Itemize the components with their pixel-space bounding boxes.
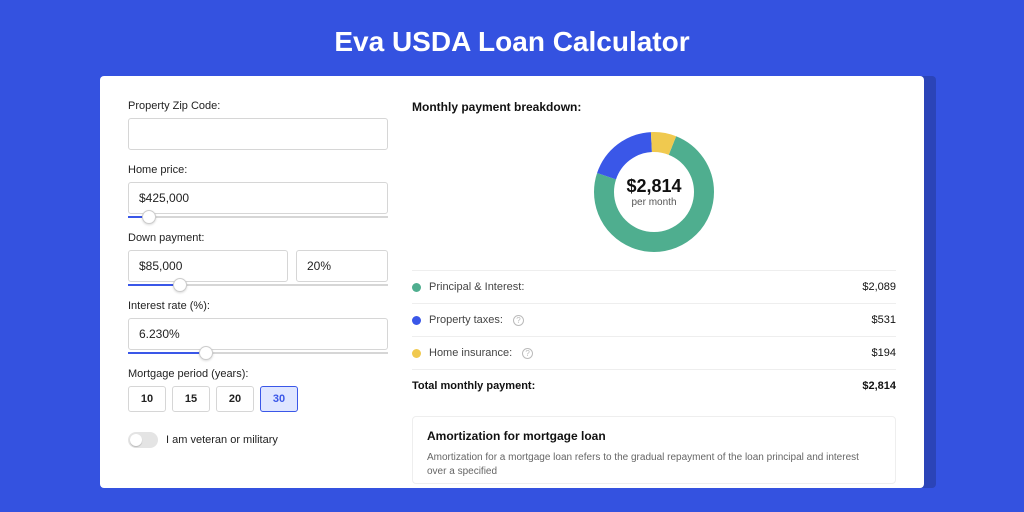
breakdown-item-label: Home insurance: bbox=[429, 347, 512, 359]
zip-label: Property Zip Code: bbox=[128, 100, 388, 112]
down-payment-field-group: Down payment: bbox=[128, 232, 388, 286]
down-payment-amount-input[interactable] bbox=[128, 250, 288, 282]
total-label: Total monthly payment: bbox=[412, 380, 535, 392]
amortization-card: Amortization for mortgage loan Amortizat… bbox=[412, 416, 896, 484]
mortgage-period-option[interactable]: 20 bbox=[216, 386, 254, 412]
breakdown-item-value: $531 bbox=[872, 314, 896, 326]
info-icon[interactable]: ? bbox=[513, 315, 524, 326]
breakdown-line-items: Principal & Interest: $2,089 Property taxe… bbox=[412, 270, 896, 369]
breakdown-heading: Monthly payment breakdown: bbox=[412, 100, 896, 114]
legend-swatch bbox=[412, 316, 421, 325]
donut-sub: per month bbox=[631, 197, 676, 208]
breakdown-item-value: $2,089 bbox=[862, 281, 896, 293]
form-column: Property Zip Code: Home price: Down paym… bbox=[128, 100, 388, 488]
home-price-slider[interactable] bbox=[128, 216, 388, 218]
legend-swatch bbox=[412, 349, 421, 358]
down-payment-percent-input[interactable] bbox=[296, 250, 388, 282]
interest-rate-label: Interest rate (%): bbox=[128, 300, 388, 312]
home-price-input[interactable] bbox=[128, 182, 388, 214]
breakdown-row: Principal & Interest: $2,089 bbox=[412, 270, 896, 303]
breakdown-row: Property taxes:? $531 bbox=[412, 303, 896, 336]
amortization-title: Amortization for mortgage loan bbox=[427, 429, 881, 443]
donut-amount: $2,814 bbox=[626, 176, 681, 197]
mortgage-period-option[interactable]: 10 bbox=[128, 386, 166, 412]
down-payment-label: Down payment: bbox=[128, 232, 388, 244]
zip-input[interactable] bbox=[128, 118, 388, 150]
total-value: $2,814 bbox=[862, 380, 896, 392]
mortgage-period-option[interactable]: 30 bbox=[260, 386, 298, 412]
zip-field-group: Property Zip Code: bbox=[128, 100, 388, 150]
home-price-label: Home price: bbox=[128, 164, 388, 176]
down-payment-slider[interactable] bbox=[128, 284, 388, 286]
breakdown-item-label: Property taxes: bbox=[429, 314, 503, 326]
veteran-toggle[interactable] bbox=[128, 432, 158, 448]
page-title: Eva USDA Loan Calculator bbox=[0, 0, 1024, 76]
donut-center: $2,814 per month bbox=[590, 128, 718, 256]
breakdown-column: Monthly payment breakdown: $2,814 per mo… bbox=[412, 100, 896, 488]
donut-chart: $2,814 per month bbox=[590, 128, 718, 256]
interest-rate-slider[interactable] bbox=[128, 352, 388, 354]
donut-chart-wrap: $2,814 per month bbox=[412, 128, 896, 256]
veteran-toggle-row: I am veteran or military bbox=[128, 432, 388, 448]
calculator-card: Property Zip Code: Home price: Down paym… bbox=[100, 76, 924, 488]
breakdown-item-value: $194 bbox=[872, 347, 896, 359]
breakdown-item-label: Principal & Interest: bbox=[429, 281, 524, 293]
amortization-body: Amortization for a mortgage loan refers … bbox=[427, 451, 881, 479]
interest-rate-field-group: Interest rate (%): bbox=[128, 300, 388, 354]
total-row: Total monthly payment: $2,814 bbox=[412, 369, 896, 402]
home-price-field-group: Home price: bbox=[128, 164, 388, 218]
mortgage-period-label: Mortgage period (years): bbox=[128, 368, 388, 380]
mortgage-period-options: 10152030 bbox=[128, 386, 388, 412]
mortgage-period-field-group: Mortgage period (years): 10152030 bbox=[128, 368, 388, 412]
veteran-toggle-label: I am veteran or military bbox=[166, 434, 278, 446]
mortgage-period-option[interactable]: 15 bbox=[172, 386, 210, 412]
legend-swatch bbox=[412, 283, 421, 292]
info-icon[interactable]: ? bbox=[522, 348, 533, 359]
breakdown-row: Home insurance:? $194 bbox=[412, 336, 896, 369]
interest-rate-input[interactable] bbox=[128, 318, 388, 350]
